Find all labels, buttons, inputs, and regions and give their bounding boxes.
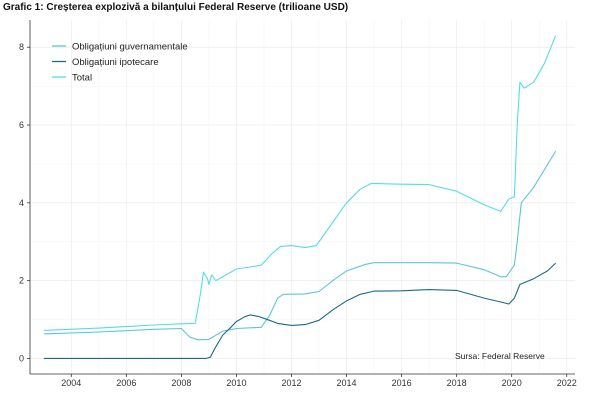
y-tick-label: 8 xyxy=(19,42,24,52)
x-tick-label: 2004 xyxy=(61,378,81,388)
x-tick-label: 2012 xyxy=(281,378,301,388)
x-tick-label: 2014 xyxy=(337,378,357,388)
series-lines xyxy=(43,35,557,359)
x-tick-label: 2010 xyxy=(226,378,246,388)
chart-title: Grafic 1: Creșterea explozivă a bilanțul… xyxy=(3,2,349,13)
legend-label-3: Total xyxy=(72,73,92,84)
x-tick-label: 2006 xyxy=(116,378,136,388)
series-line-3 xyxy=(43,35,557,331)
x-tick-label: 2016 xyxy=(392,378,412,388)
x-tick-label: 2008 xyxy=(171,378,191,388)
x-tick-label: 2018 xyxy=(447,378,467,388)
y-tick-label: 0 xyxy=(19,353,24,363)
legend: Obligațiuni guvernamentale Obligațiuni ip… xyxy=(52,42,188,84)
x-tick-label: 2022 xyxy=(557,378,577,388)
legend-label-1: Obligațiuni guvernamentale xyxy=(72,42,188,53)
legend-label-2: Obligațiuni ipotecare xyxy=(72,57,159,68)
y-tick-label: 4 xyxy=(19,198,24,208)
axes: 2004 2006 2008 2010 2012 2014 2016 2018 2020 2022… xyxy=(19,20,577,388)
grid-lines xyxy=(30,20,575,374)
y-tick-label: 2 xyxy=(19,276,24,286)
x-tick-label: 2020 xyxy=(502,378,522,388)
series-line-2 xyxy=(43,262,557,359)
source-annotation: Sursa: Federal Reserve xyxy=(455,351,545,361)
y-tick-label: 6 xyxy=(19,120,24,130)
series-line-1 xyxy=(43,150,557,341)
